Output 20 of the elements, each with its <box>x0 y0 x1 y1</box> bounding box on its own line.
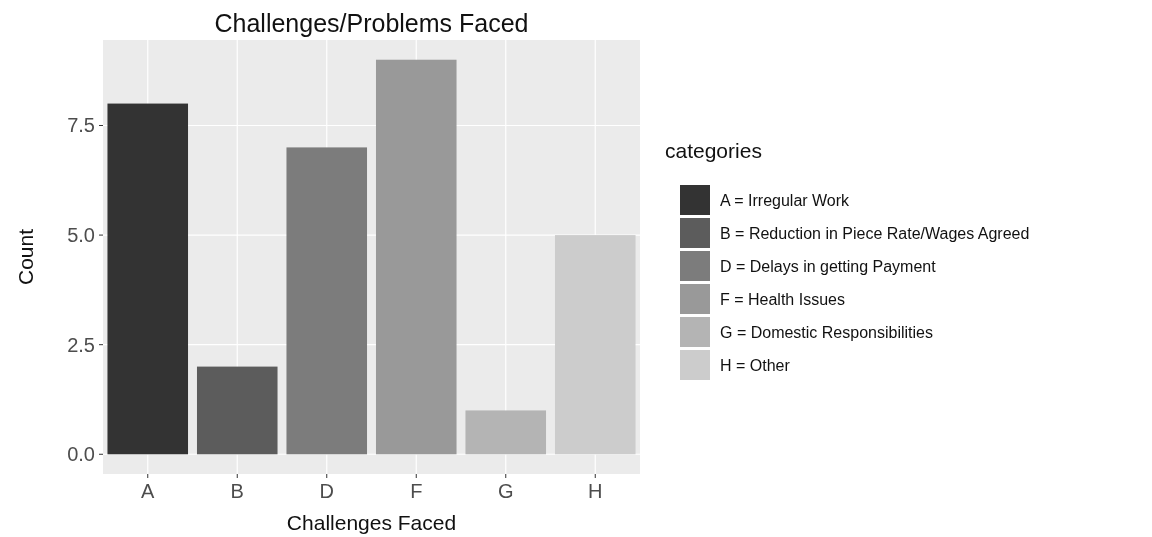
x-tick-label: B <box>230 480 244 502</box>
legend-label: F = Health Issues <box>720 290 845 308</box>
legend-label: D = Delays in getting Payment <box>720 257 937 275</box>
y-tick-label: 5.0 <box>67 224 95 247</box>
legend-label: G = Domestic Responsibilities <box>720 323 933 341</box>
legend-title: categories <box>665 139 762 162</box>
x-tick-label: F <box>410 480 423 502</box>
x-tick-label: H <box>588 480 603 502</box>
y-axis-title: Count <box>14 228 37 286</box>
chart-title: Challenges/Problems Faced <box>214 9 529 37</box>
y-tick-label: 7.5 <box>67 114 95 137</box>
legend-label: B = Reduction in Piece Rate/Wages Agreed <box>720 224 1030 242</box>
legend-label: A = Irregular Work <box>720 191 851 209</box>
y-tick-label: 0.0 <box>67 443 95 466</box>
legend-label: H = Other <box>720 356 791 374</box>
x-tick-label: A <box>141 480 156 502</box>
x-axis-title: Challenges Faced <box>286 511 457 534</box>
x-tick-label: G <box>497 480 514 502</box>
y-tick-label: 2.5 <box>67 333 95 356</box>
x-tick-label: D <box>319 480 334 502</box>
